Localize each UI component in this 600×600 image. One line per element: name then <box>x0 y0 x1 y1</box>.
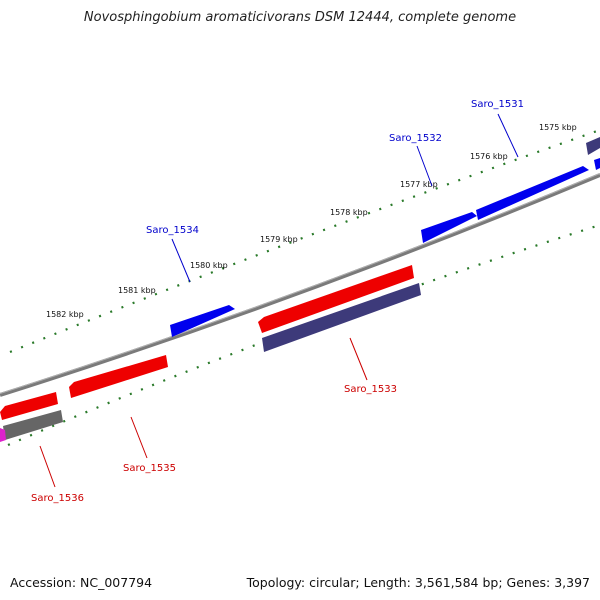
gene-label-saro-1535: Saro_1535 <box>123 463 176 474</box>
gene-label-saro-1531: Saro_1531 <box>471 99 524 110</box>
topology-text: Topology: circular; Length: 3,561,584 bp… <box>246 575 590 590</box>
scale-label-1581: 1581 kbp <box>118 286 156 295</box>
forward-genes <box>170 137 600 337</box>
gene-label-saro-1532: Saro_1532 <box>389 133 442 144</box>
leader-saro-1536 <box>39 445 56 488</box>
leader-saro-1532 <box>416 145 433 187</box>
gene-label-saro-1533: Saro_1533 <box>344 384 397 395</box>
leader-saro-1534 <box>171 238 191 283</box>
gene-arrow-saro-1532[interactable] <box>421 212 477 243</box>
scale-label-1576: 1576 kbp <box>470 152 508 161</box>
scale-label-1580: 1580 kbp <box>190 261 228 270</box>
gene-labels: Saro_1531 Saro_1532 Saro_1533 Saro_1534 … <box>31 99 524 504</box>
reverse-genes <box>0 265 421 442</box>
genome-title: Novosphingobium aromaticivorans DSM 1244… <box>83 10 517 25</box>
leader-saro-1533 <box>349 337 368 381</box>
gene-arrow-saro-1531[interactable] <box>476 166 589 220</box>
leader-saro-1531 <box>497 113 519 158</box>
genome-backbone <box>0 173 600 397</box>
gene-arrow-saro-1535[interactable] <box>69 355 168 398</box>
scale-label-1575: 1575 kbp <box>539 123 577 132</box>
outer-tick-ring <box>9 128 600 354</box>
gene-arrow-saro-1533-red[interactable] <box>258 265 414 333</box>
scale-label-1577: 1577 kbp <box>400 180 438 189</box>
leader-saro-1535 <box>130 416 148 459</box>
gene-arrow-saro-1534[interactable] <box>170 305 235 337</box>
accession-text: Accession: NC_007794 <box>10 575 153 590</box>
gene-arrow-saro-1536-red[interactable] <box>0 392 58 420</box>
gene-arrow-magenta[interactable] <box>0 428 6 442</box>
gene-arrow-saro-1536[interactable] <box>3 410 63 440</box>
gene-label-saro-1536: Saro_1536 <box>31 493 84 504</box>
gene-leader-lines <box>39 113 519 488</box>
gene-arrow-purple-top[interactable] <box>586 137 600 155</box>
scale-label-1579: 1579 kbp <box>260 235 298 244</box>
scale-label-1582: 1582 kbp <box>46 310 84 319</box>
genome-backbone-highlight <box>0 173 600 394</box>
gene-arrow-saro-1531b[interactable] <box>594 158 600 170</box>
scale-label-1578: 1578 kbp <box>330 208 368 217</box>
gene-label-saro-1534: Saro_1534 <box>146 225 199 236</box>
gene-arrow-saro-1533[interactable] <box>262 283 421 352</box>
scale-labels: 1575 kbp 1576 kbp 1577 kbp 1578 kbp 1579… <box>46 123 577 319</box>
